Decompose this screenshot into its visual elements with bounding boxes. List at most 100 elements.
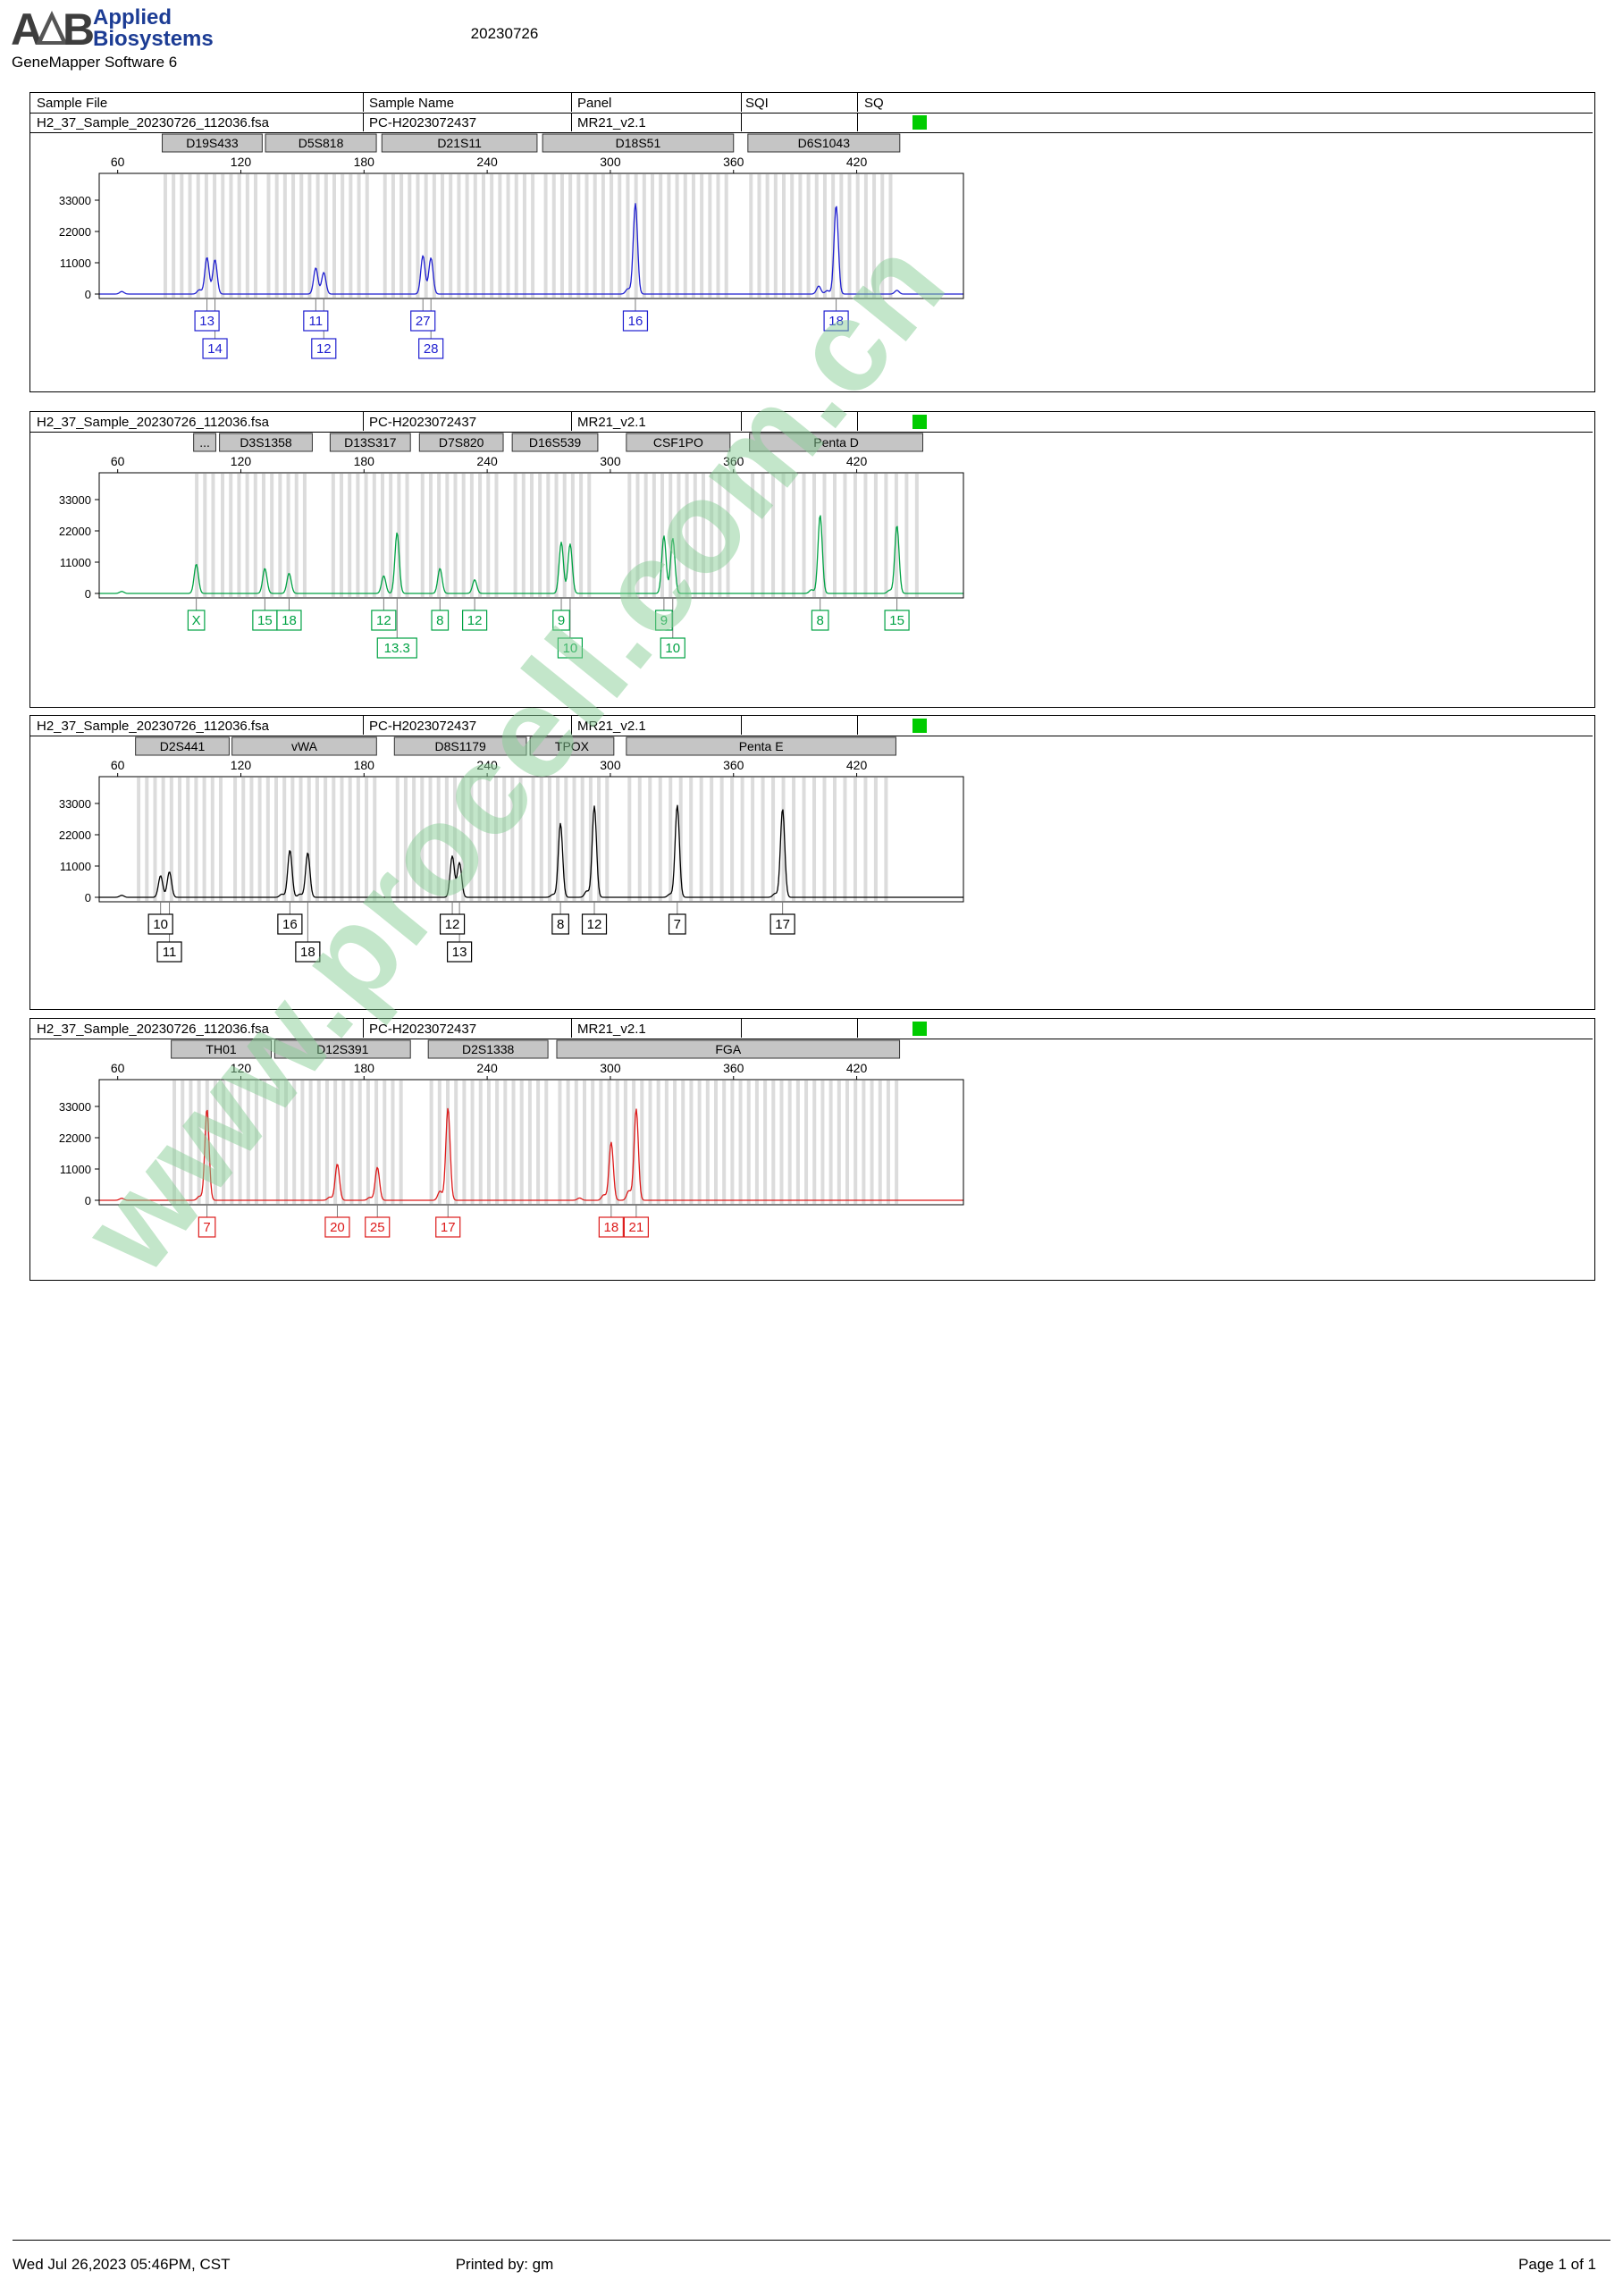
- allele-bin: [642, 174, 646, 298]
- y-tick-label: 33000: [59, 493, 91, 507]
- x-tick-label: 360: [723, 155, 744, 169]
- allele-bin: [380, 474, 384, 597]
- allele-call-label: 16: [628, 314, 643, 329]
- allele-bin: [365, 778, 369, 901]
- marker-label: D8S1179: [434, 739, 486, 753]
- allele-bin: [365, 174, 369, 298]
- allele-bin: [822, 474, 827, 597]
- sample-name: PC-H2023072437: [369, 115, 477, 130]
- allele-bin: [274, 174, 279, 298]
- allele-bin: [677, 474, 681, 597]
- x-tick-label: 420: [846, 155, 868, 169]
- allele-bin: [178, 778, 182, 901]
- allele-bin: [399, 174, 404, 298]
- marker-box: [162, 133, 263, 153]
- allele-bin: [221, 474, 225, 597]
- x-tick-label: 180: [354, 1061, 375, 1075]
- allele-bin: [843, 778, 847, 901]
- allele-bin: [888, 174, 893, 298]
- sample-file-name: H2_37_Sample_20230726_112036.fsa: [37, 415, 269, 430]
- allele-bin: [245, 474, 249, 597]
- allele-bin: [300, 1081, 305, 1204]
- sample-info-row: H2_37_Sample_20230726_112036.fsa PC-H2023…: [30, 1019, 1593, 1039]
- allele-bin: [137, 778, 141, 901]
- allele-bin: [683, 174, 687, 298]
- allele-bin: [257, 778, 262, 901]
- allele-bin: [554, 474, 559, 597]
- allele-call-box: [147, 913, 173, 935]
- column-separator: [363, 113, 364, 131]
- allele-bin: [669, 474, 673, 597]
- allele-bin: [607, 1081, 611, 1204]
- column-separator: [741, 716, 742, 735]
- allele-call-box: [187, 610, 206, 631]
- allele-bin: [693, 474, 697, 597]
- allele-bin: [461, 778, 466, 901]
- y-tick-label: 11000: [60, 860, 91, 873]
- x-tick-label: 240: [476, 758, 498, 772]
- allele-bin: [843, 474, 847, 597]
- sample-info-row: H2_37_Sample_20230726_112036.fsa PC-H2023…: [30, 412, 1593, 433]
- allele-bin: [689, 1081, 694, 1204]
- allele-bin: [437, 1081, 441, 1204]
- allele-call-box: [551, 913, 569, 935]
- allele-bin: [659, 174, 663, 298]
- allele-bin: [286, 474, 290, 597]
- allele-bin: [241, 778, 246, 901]
- allele-bin: [863, 174, 868, 298]
- allele-bin: [391, 1081, 395, 1204]
- allele-call-label: 10: [563, 641, 578, 656]
- allele-call-label: 9: [660, 613, 668, 628]
- allele-call-box: [198, 1216, 216, 1238]
- allele-bin: [787, 1081, 792, 1204]
- marker-box: [135, 736, 230, 756]
- plot-border: [98, 776, 964, 903]
- logo-triangle-inner: [42, 20, 62, 41]
- allele-bin: [498, 174, 502, 298]
- allele-bin: [445, 474, 450, 597]
- marker-label: D13S317: [344, 435, 397, 450]
- allele-bin: [685, 474, 689, 597]
- x-tick-label: 240: [476, 454, 498, 468]
- allele-bin: [315, 778, 319, 901]
- allele-bin: [716, 174, 720, 298]
- sample-info-row: H2_37_Sample_20230726_112036.fsa PC-H2023…: [30, 113, 1593, 133]
- allele-bin: [656, 1081, 660, 1204]
- allele-bin: [230, 1081, 234, 1204]
- allele-bin: [689, 778, 694, 901]
- allele-call-label: 12: [587, 917, 602, 932]
- allele-bin: [605, 778, 610, 901]
- allele-call-box: [156, 941, 182, 963]
- x-tick-label: 240: [476, 155, 498, 169]
- allele-bin: [349, 1081, 354, 1204]
- allele-bin: [356, 474, 360, 597]
- column-separator: [857, 1019, 858, 1038]
- allele-bin: [161, 778, 165, 901]
- allele-bin: [570, 474, 575, 597]
- allele-bin: [436, 778, 441, 901]
- column-separator: [857, 93, 858, 112]
- allele-bin: [473, 174, 477, 298]
- allele-bin: [880, 174, 885, 298]
- allele-call-label: 18: [282, 613, 297, 628]
- allele-bin: [914, 474, 919, 597]
- allele-call-box: [435, 1216, 461, 1238]
- allele-bin: [511, 1081, 516, 1204]
- allele-bin: [273, 778, 278, 901]
- allele-bin: [591, 1081, 595, 1204]
- allele-bin: [593, 174, 597, 298]
- x-tick-label: 300: [600, 155, 621, 169]
- x-tick-label: 120: [231, 155, 252, 169]
- allele-bin: [771, 474, 776, 597]
- allele-bin: [213, 174, 217, 298]
- allele-bin: [254, 174, 258, 298]
- allele-call-box: [303, 310, 329, 332]
- column-separator: [741, 1019, 742, 1038]
- allele-call-box: [769, 913, 795, 935]
- allele-bin: [469, 778, 474, 901]
- y-tick-label: 33000: [59, 1100, 91, 1114]
- allele-bin: [779, 1081, 784, 1204]
- allele-bin: [446, 1081, 450, 1204]
- allele-bin: [601, 174, 605, 298]
